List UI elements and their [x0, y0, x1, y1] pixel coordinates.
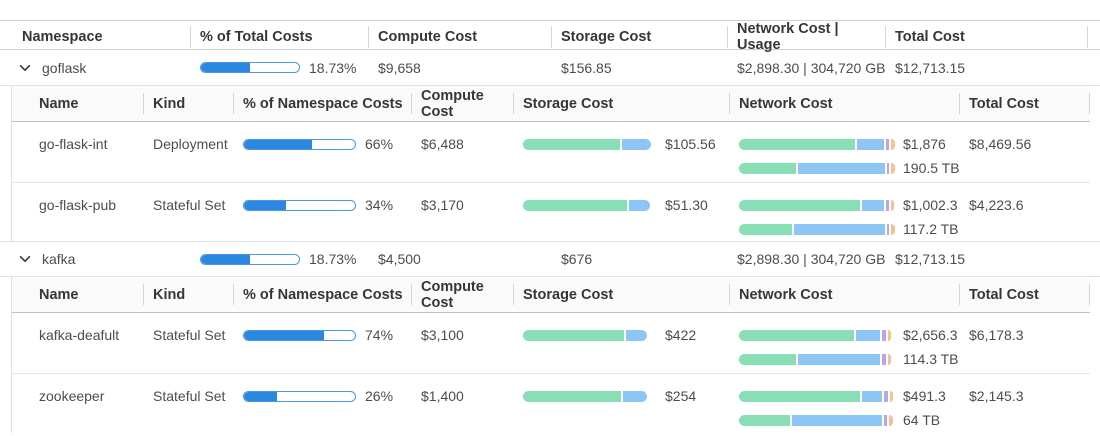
- chevron-down-icon[interactable]: [18, 252, 32, 266]
- compute-cost-value: $3,170: [421, 197, 464, 213]
- network-cost-usage-value: $2,898.30 | 304,720 GB: [737, 59, 886, 76]
- network-usage-bar: [739, 162, 896, 174]
- pct-namespace-costs-value: 26%: [365, 388, 394, 404]
- header-network-cost: Network Cost: [729, 86, 959, 121]
- header-namespace: Namespace: [22, 29, 103, 45]
- workload-kind: Stateful Set: [153, 388, 226, 404]
- header-total-cost: Total Cost: [959, 277, 1090, 312]
- header-total-cost: Total Cost: [959, 86, 1090, 121]
- network-usage-value: 190.5 TB: [903, 160, 960, 176]
- compute-cost-value: $4,500: [378, 251, 421, 267]
- header-compute-cost: Compute Cost: [411, 86, 513, 121]
- pct-namespace-costs-bar: [243, 390, 356, 402]
- total-cost-value: $2,145.3: [969, 388, 1024, 404]
- compute-cost-value: $3,100: [421, 327, 464, 343]
- pct-total-costs-bar: [200, 253, 300, 265]
- pct-namespace-costs-bar: [243, 199, 356, 211]
- workload-row-kafka-deafult: kafka-deafult Stateful Set 74% $3,100 $4…: [12, 313, 1090, 373]
- pct-total-costs-bar: [200, 62, 300, 73]
- workload-row-zookeeper: zookeeper Stateful Set 26% $1,400 $254 $…: [12, 373, 1090, 433]
- header-kind: Kind: [143, 86, 233, 121]
- header-network-cost-usage: Network Cost | Usage: [727, 21, 885, 53]
- total-cost-value: $12,713.15: [895, 251, 966, 267]
- chevron-down-icon[interactable]: [18, 61, 32, 75]
- storage-cost-value: $254: [665, 388, 697, 404]
- storage-cost-bar: [523, 138, 656, 150]
- workload-kind: Deployment: [153, 136, 228, 152]
- network-cost-bar: [739, 390, 894, 402]
- network-cost-bar: [739, 138, 895, 150]
- storage-cost-value: $156.85: [561, 59, 612, 76]
- total-cost-value: $12,713.15: [895, 59, 966, 76]
- namespace-group-kafka: kafka 18.73% $4,500 $676 $2,898.30 | 304…: [0, 241, 1100, 433]
- compute-cost-value: $9,658: [378, 59, 421, 76]
- header-pct-namespace-costs: % of Namespace Costs: [233, 277, 411, 312]
- network-usage-value: 64 TB: [903, 412, 941, 428]
- header-network-cost: Network Cost: [729, 277, 959, 312]
- namespace-name: goflask: [42, 59, 87, 76]
- storage-cost-value: $676: [561, 251, 593, 267]
- network-usage-value: 117.2 TB: [903, 221, 959, 237]
- pct-namespace-costs-value: 74%: [365, 327, 394, 343]
- workload-row-go-flask-pub: go-flask-pub Stateful Set 34% $3,170 $51…: [12, 182, 1090, 242]
- header-storage-cost: Storage Cost: [513, 86, 729, 121]
- total-cost-value: $4,223.6: [969, 197, 1024, 213]
- header-name: Name: [39, 286, 79, 303]
- storage-cost-value: $51.30: [665, 197, 708, 213]
- network-usage-value: 114.3 TB: [903, 351, 959, 367]
- header-compute-cost: Compute Cost: [411, 277, 513, 312]
- namespace-table-header: Namespace % of Total Costs Compute Cost …: [0, 20, 1100, 53]
- pct-total-costs-value: 18.73%: [309, 59, 357, 76]
- workload-table-kafka: Name Kind % of Namespace Costs Compute C…: [11, 277, 1090, 433]
- header-name: Name: [39, 95, 79, 112]
- header-pct-total-costs: % of Total Costs: [190, 21, 368, 53]
- workload-name: go-flask-int: [39, 136, 108, 152]
- total-cost-value: $8,469.56: [969, 136, 1032, 152]
- network-cost-bar: [739, 199, 894, 211]
- workload-name: kafka-deafult: [39, 327, 120, 343]
- workload-table-header: Name Kind % of Namespace Costs Compute C…: [12, 86, 1090, 122]
- pct-namespace-costs-value: 66%: [365, 136, 394, 152]
- compute-cost-value: $1,400: [421, 388, 464, 404]
- pct-namespace-costs-value: 34%: [365, 197, 394, 213]
- namespace-name: kafka: [42, 251, 76, 267]
- namespace-group-goflask: goflask 18.73% $9,658 $156.85 $2,898.30 …: [0, 50, 1100, 242]
- header-storage-cost: Storage Cost: [513, 277, 729, 312]
- pct-total-costs-value: 18.73%: [309, 251, 357, 267]
- network-cost-value: $2,656.3: [903, 327, 958, 343]
- workload-name: go-flask-pub: [39, 197, 117, 213]
- top-spacer: [0, 0, 1100, 20]
- header-total-cost: Total Cost: [885, 21, 1100, 53]
- network-cost-value: $1,876: [903, 136, 946, 152]
- workload-table-goflask: Name Kind % of Namespace Costs Compute C…: [11, 86, 1090, 242]
- network-cost-value: $491.3: [903, 388, 946, 404]
- storage-cost-bar: [523, 390, 656, 402]
- header-kind: Kind: [143, 277, 233, 312]
- network-usage-bar: [739, 223, 896, 235]
- storage-cost-bar: [523, 329, 656, 341]
- workload-name: zookeeper: [39, 388, 105, 404]
- network-cost-usage-value: $2,898.30 | 304,720 GB: [737, 251, 886, 267]
- header-compute-cost: Compute Cost: [368, 21, 551, 53]
- storage-cost-value: $422: [665, 327, 697, 343]
- namespace-row-goflask: goflask 18.73% $9,658 $156.85 $2,898.30 …: [0, 50, 1100, 86]
- workload-row-go-flask-int: go-flask-int Deployment 66% $6,488 $105.…: [12, 122, 1090, 182]
- pct-namespace-costs-bar: [243, 138, 356, 150]
- network-usage-bar: [739, 353, 894, 365]
- storage-cost-bar: [523, 199, 656, 211]
- workload-kind: Stateful Set: [153, 327, 226, 343]
- header-storage-cost: Storage Cost: [551, 21, 727, 53]
- namespace-row-kafka: kafka 18.73% $4,500 $676 $2,898.30 | 304…: [0, 241, 1100, 277]
- total-cost-value: $6,178.3: [969, 327, 1024, 343]
- storage-cost-value: $105.56: [665, 136, 716, 152]
- network-usage-bar: [739, 414, 894, 426]
- network-cost-bar: [739, 329, 894, 341]
- compute-cost-value: $6,488: [421, 136, 464, 152]
- pct-namespace-costs-bar: [243, 329, 356, 341]
- workload-kind: Stateful Set: [153, 197, 226, 213]
- workload-table-header: Name Kind % of Namespace Costs Compute C…: [12, 277, 1090, 313]
- network-cost-value: $1,002.3: [903, 197, 958, 213]
- header-pct-namespace-costs: % of Namespace Costs: [233, 86, 411, 121]
